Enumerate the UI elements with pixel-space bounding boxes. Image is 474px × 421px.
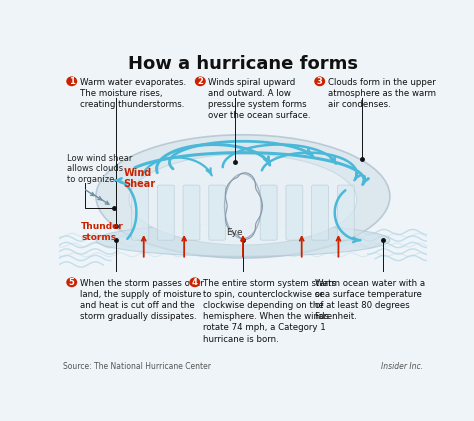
Text: Eye: Eye	[227, 228, 243, 237]
Text: Warm ocean water with a
sea surface temperature
of at least 80 degrees
Farenheit: Warm ocean water with a sea surface temp…	[315, 279, 425, 321]
FancyBboxPatch shape	[337, 185, 354, 240]
FancyBboxPatch shape	[157, 185, 174, 240]
Text: 2: 2	[197, 77, 203, 86]
Ellipse shape	[96, 224, 390, 256]
Text: Warm water evaporates.
The moisture rises,
creating thunderstorms.: Warm water evaporates. The moisture rise…	[80, 78, 186, 109]
FancyBboxPatch shape	[183, 185, 200, 240]
Text: Winds spiral upward
and outward. A low
pressure system forms
over the ocean surf: Winds spiral upward and outward. A low p…	[209, 78, 311, 120]
FancyBboxPatch shape	[311, 185, 328, 240]
Text: Clouds form in the upper
atmosphere as the warm
air condenses.: Clouds form in the upper atmosphere as t…	[328, 78, 436, 109]
Text: Source: The National Hurricane Center: Source: The National Hurricane Center	[63, 362, 211, 371]
Circle shape	[196, 77, 205, 85]
Text: How a hurricane forms: How a hurricane forms	[128, 56, 358, 73]
Circle shape	[190, 278, 200, 287]
Ellipse shape	[225, 174, 261, 239]
FancyBboxPatch shape	[286, 185, 303, 240]
FancyBboxPatch shape	[132, 185, 148, 240]
Text: The entire storm system starts
to spin, counterclockwise or
clockwise depending : The entire storm system starts to spin, …	[203, 279, 336, 344]
Text: 5: 5	[69, 278, 75, 287]
Circle shape	[67, 77, 76, 85]
Text: Low wind shear
allows clouds
to organize.: Low wind shear allows clouds to organize…	[66, 154, 132, 184]
FancyBboxPatch shape	[260, 185, 277, 240]
FancyBboxPatch shape	[209, 185, 226, 240]
Ellipse shape	[129, 154, 357, 245]
Text: 4: 4	[192, 278, 198, 287]
Text: Insider Inc.: Insider Inc.	[381, 362, 423, 371]
Ellipse shape	[96, 135, 390, 258]
Text: 1: 1	[69, 77, 75, 86]
Circle shape	[67, 278, 76, 287]
Circle shape	[315, 77, 325, 85]
Text: 3: 3	[317, 77, 323, 86]
Text: Wind
Shear: Wind Shear	[124, 168, 155, 189]
Text: Thunder
storms: Thunder storms	[82, 222, 124, 242]
Text: When the storm passes over
land, the supply of moisture
and heat is cut off and : When the storm passes over land, the sup…	[80, 279, 204, 321]
